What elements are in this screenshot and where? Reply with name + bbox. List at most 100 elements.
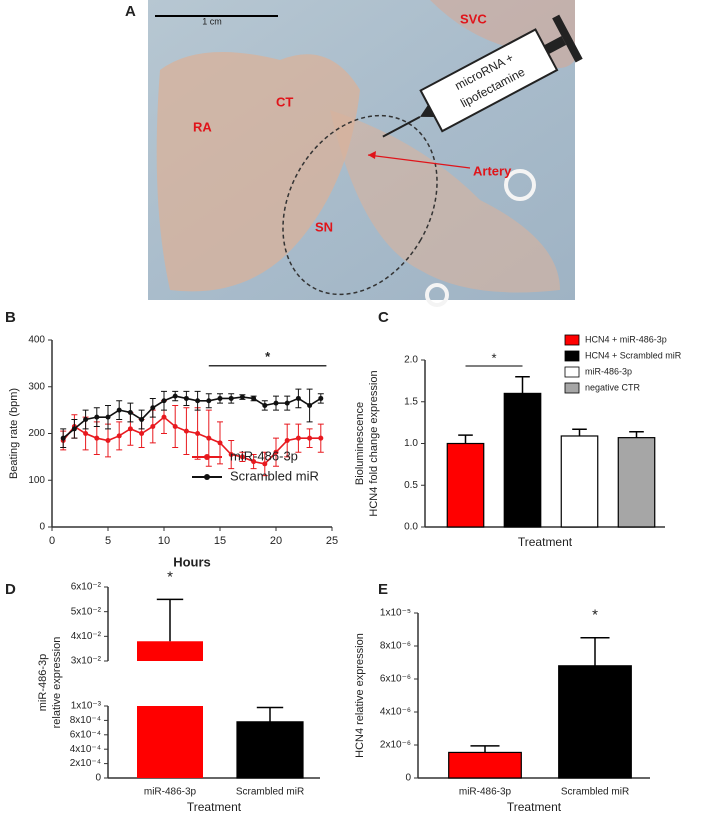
y-tick-label: 200: [28, 428, 45, 439]
y-axis-label: Beating rate (bpm): [8, 388, 20, 479]
syringe-plunger: [543, 35, 567, 55]
photo-label: RA: [193, 119, 212, 134]
bar: [560, 435, 599, 528]
significance-star: *: [265, 349, 271, 364]
x-axis-label: Treatment: [187, 800, 242, 814]
point: [251, 459, 257, 465]
bar: [617, 437, 656, 528]
x-tick-label: 15: [214, 535, 226, 547]
panel-label: A: [125, 3, 136, 20]
y-tick-label: 2.0: [404, 355, 418, 366]
x-axis-label: Hours: [173, 554, 211, 569]
point: [139, 431, 145, 436]
y-axis-label: Bioluminescence: [354, 402, 366, 485]
y-axis-label: HCN4 fold change expression: [368, 370, 380, 516]
error-bar: [470, 745, 500, 753]
point: [195, 398, 201, 404]
y-tick-label: 2x10⁻⁶: [380, 740, 411, 751]
photo-label: SN: [315, 219, 333, 234]
error-bar: [156, 598, 184, 642]
significance-star: *: [592, 607, 598, 624]
legend-marker: [204, 454, 210, 460]
point: [94, 414, 100, 420]
significance-star: *: [491, 350, 496, 365]
panel-label: C: [378, 309, 389, 326]
panel-label: B: [5, 309, 16, 326]
point: [94, 435, 100, 441]
y-tick-label: 0: [405, 773, 411, 784]
point: [183, 428, 189, 434]
point: [161, 414, 167, 420]
point: [60, 435, 66, 441]
y-tick-label: 0.5: [404, 480, 418, 491]
point: [206, 435, 212, 441]
panel-label: E: [378, 581, 388, 598]
y-tick-label: 0.0: [404, 522, 418, 533]
error-bar: [629, 431, 644, 438]
x-tick-label: Scrambled miR: [236, 787, 304, 798]
y-tick-label: 8x10⁻⁶: [380, 641, 411, 652]
bar: [446, 442, 485, 528]
x-tick-label: 20: [270, 535, 282, 547]
point: [239, 394, 245, 400]
bar: [137, 706, 203, 778]
legend-swatch: [564, 366, 580, 378]
x-tick-label: Scrambled miR: [561, 787, 629, 798]
point: [83, 431, 89, 436]
point: [318, 395, 324, 401]
error-bar: [572, 428, 587, 436]
error-bar: [256, 706, 284, 722]
y-tick-label: 100: [28, 475, 45, 486]
photo-label: Artery: [473, 163, 512, 178]
point: [83, 416, 89, 422]
tissue: [330, 110, 560, 293]
x-tick-label: 0: [49, 535, 55, 547]
y-tick-label: 5x10⁻²: [71, 606, 102, 617]
point: [150, 423, 156, 429]
y-tick-label: 1.5: [404, 396, 418, 407]
sn-outline: [282, 114, 438, 296]
bar: [448, 751, 522, 779]
y-tick-label: 8x10⁻⁴: [70, 715, 101, 726]
bar: [236, 721, 304, 779]
point: [295, 435, 301, 441]
syringe: microRNA + lipofectamine: [382, 14, 583, 138]
point: [318, 435, 324, 441]
x-tick-label: 10: [158, 535, 170, 547]
point: [307, 435, 313, 441]
photo: microRNA + lipofectamine A 1 cm SVC RA C…: [125, 0, 583, 307]
point: [105, 438, 111, 444]
photo-label: SVC: [460, 11, 487, 26]
x-tick-label: miR-486-3p: [459, 787, 512, 798]
point: [239, 454, 245, 460]
syringe-handle: [552, 14, 583, 63]
legend-swatch: [564, 334, 580, 346]
point: [251, 395, 257, 401]
y-tick-label: 2x10⁻⁴: [70, 758, 101, 769]
y-tick-label: 300: [28, 381, 45, 392]
y-tick-label: 1x10⁻³: [71, 701, 102, 712]
arrow: [367, 154, 471, 169]
legend-label: HCN4 + miR-486-3p: [585, 334, 667, 344]
y-tick-label: 0: [95, 773, 101, 784]
point: [172, 423, 178, 429]
point: [284, 438, 290, 444]
x-tick-label: 25: [326, 535, 338, 547]
bar: [558, 665, 632, 779]
point: [228, 452, 234, 458]
error-bar: [580, 637, 610, 666]
y-tick-label: 3x10⁻²: [71, 656, 102, 667]
point: [105, 414, 111, 420]
y-axis-label: miR-486-3p: [37, 654, 49, 711]
point: [307, 402, 313, 408]
needle: [382, 116, 421, 138]
significance-star: *: [167, 568, 173, 585]
photo-label: CT: [276, 94, 293, 109]
error-bar: [458, 434, 473, 444]
legend-label: miR-486-3p: [230, 448, 298, 463]
panel-label: D: [5, 581, 16, 598]
point: [228, 395, 234, 401]
point: [262, 461, 268, 467]
x-axis-label: Treatment: [518, 535, 573, 549]
